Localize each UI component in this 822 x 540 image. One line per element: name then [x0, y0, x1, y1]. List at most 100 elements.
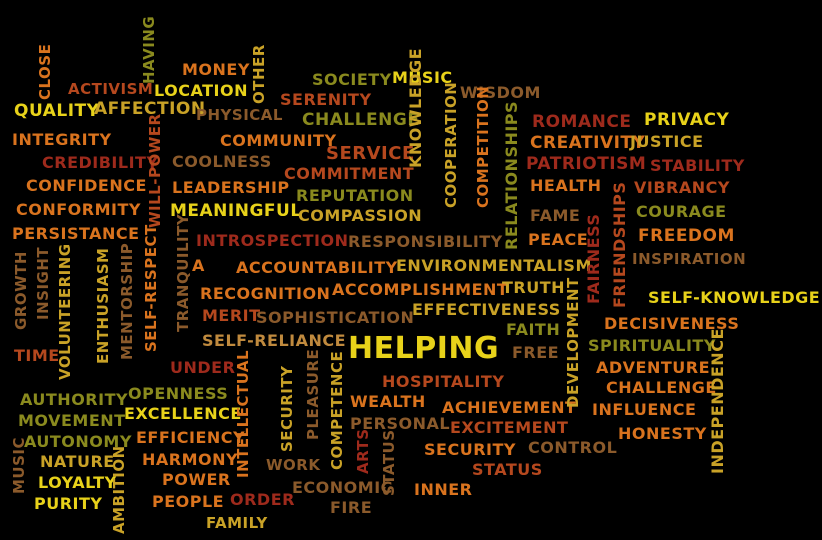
- word: DECISIVENESS: [604, 314, 740, 333]
- word: FAITH: [506, 320, 561, 339]
- word: EXCITEMENT: [450, 418, 569, 437]
- word: COURAGE: [636, 202, 727, 221]
- word: FREEDOM: [638, 226, 735, 246]
- word: MEANINGFUL: [170, 201, 302, 221]
- word: COOLNESS: [172, 152, 272, 171]
- word: AMBITION: [110, 445, 128, 534]
- word: PATRIOTISM: [526, 154, 647, 174]
- word: WEALTH: [350, 392, 426, 411]
- word: SELF-RESPECT: [142, 224, 160, 352]
- word: FAME: [530, 206, 581, 225]
- word: CLOSE: [36, 43, 54, 100]
- word: FRIENDSHIPS: [610, 181, 629, 308]
- word: EXCELLENCE: [124, 404, 242, 423]
- word: PEOPLE: [152, 492, 225, 511]
- word: MONEY: [182, 60, 250, 79]
- word: EFFICIENCY: [136, 428, 246, 447]
- word: CREDIBILITY: [42, 153, 159, 172]
- word: PERSONAL: [350, 414, 451, 433]
- word: CREATIVITY: [530, 133, 646, 153]
- word: POWER: [162, 470, 231, 489]
- word: HONESTY: [618, 424, 707, 443]
- word: OTHER: [250, 44, 268, 104]
- word: COMMITMENT: [284, 164, 415, 183]
- word: INNER: [414, 480, 473, 499]
- word: STATUS: [472, 460, 543, 479]
- word: VOLUNTEERING: [56, 243, 74, 380]
- word: ADVENTURE: [596, 358, 711, 377]
- word: A: [192, 256, 205, 275]
- word: COMPETENCE: [328, 350, 346, 470]
- word: CHALLENGE: [302, 110, 420, 130]
- word: ENTHUSIASM: [94, 247, 112, 365]
- word: SOPHISTICATION: [256, 308, 415, 327]
- word: INTROSPECTION: [196, 231, 349, 250]
- word: WISDOM: [460, 83, 541, 102]
- word: LOCATION: [154, 81, 248, 100]
- word: CONFIDENCE: [26, 176, 147, 195]
- word: ENVIRONMENTALISM: [396, 256, 592, 275]
- word: PLEASURE: [304, 348, 322, 440]
- word: PEACE: [528, 230, 589, 249]
- word: INSPIRATION: [632, 250, 747, 268]
- word: FREE: [512, 343, 560, 362]
- word: SPIRITUALITY: [588, 336, 716, 355]
- word: INSIGHT: [34, 246, 52, 320]
- word: CHALLENGE: [606, 378, 717, 397]
- word: SOCIETY: [312, 70, 392, 89]
- word: STABILITY: [650, 156, 745, 175]
- word: OPENNESS: [128, 384, 229, 403]
- word: LOYALTY: [38, 473, 117, 492]
- word: JUSTICE: [630, 132, 704, 151]
- word: TRANQUILITY: [174, 213, 192, 332]
- word: SELF-KNOWLEDGE: [648, 288, 821, 307]
- word: INTEGRITY: [12, 130, 112, 149]
- word: COMMUNITY: [220, 131, 337, 150]
- word: VIBRANCY: [634, 178, 730, 197]
- word: REPUTATION: [296, 186, 414, 205]
- word: MUSIC: [392, 68, 453, 87]
- word: ORDER: [230, 490, 295, 509]
- word: FIRE: [330, 498, 373, 517]
- word: DEVELOPMENT: [564, 277, 582, 408]
- word: ARTS: [354, 428, 372, 474]
- word: QUALITY: [14, 101, 100, 121]
- word: ACHIEVEMENT: [442, 398, 577, 417]
- word: AFFECTION: [94, 99, 206, 119]
- word: HOSPITALITY: [382, 372, 505, 391]
- word: ACTIVISM: [68, 80, 154, 98]
- word: PHYSICAL: [196, 106, 283, 124]
- word: COMPASSION: [298, 206, 423, 225]
- word: KNOWLEDGE: [406, 47, 425, 168]
- word: MOVEMENT: [18, 411, 126, 430]
- word: ECONOMIC: [292, 478, 393, 497]
- word: FAMILY: [206, 514, 268, 532]
- word: CONFORMITY: [16, 200, 141, 219]
- word: INFLUENCE: [592, 400, 697, 419]
- word: STATUS: [380, 429, 398, 496]
- word: SERVICE: [326, 143, 415, 164]
- word: RECOGNITION: [200, 284, 331, 303]
- word: RESPONSIBILITY: [348, 232, 503, 251]
- word: ACCOUNTABILITY: [236, 258, 398, 277]
- word: COOPERATION: [442, 81, 460, 208]
- word: NATURE: [40, 452, 115, 471]
- word: AUTHORITY: [20, 390, 129, 409]
- word: MUSIC: [10, 437, 28, 494]
- word: PRIVACY: [644, 110, 730, 130]
- word: INTELLECTUAL: [234, 349, 252, 478]
- word: SERENITY: [280, 90, 372, 109]
- word: SELF-RELIANCE: [202, 331, 347, 350]
- word: HARMONY: [142, 450, 239, 469]
- word: CONTROL: [528, 438, 618, 457]
- word: INDEPENDENCE: [708, 328, 727, 474]
- word: HELPING: [348, 331, 500, 366]
- word: PURITY: [34, 494, 103, 513]
- word: LEADERSHIP: [172, 178, 290, 197]
- word: SECURITY: [424, 440, 516, 459]
- word: RELATIONSHIPS: [502, 100, 521, 250]
- word: FAIRNESS: [584, 213, 603, 304]
- word: PERSISTANCE: [12, 224, 140, 243]
- word: SECURITY: [278, 365, 296, 452]
